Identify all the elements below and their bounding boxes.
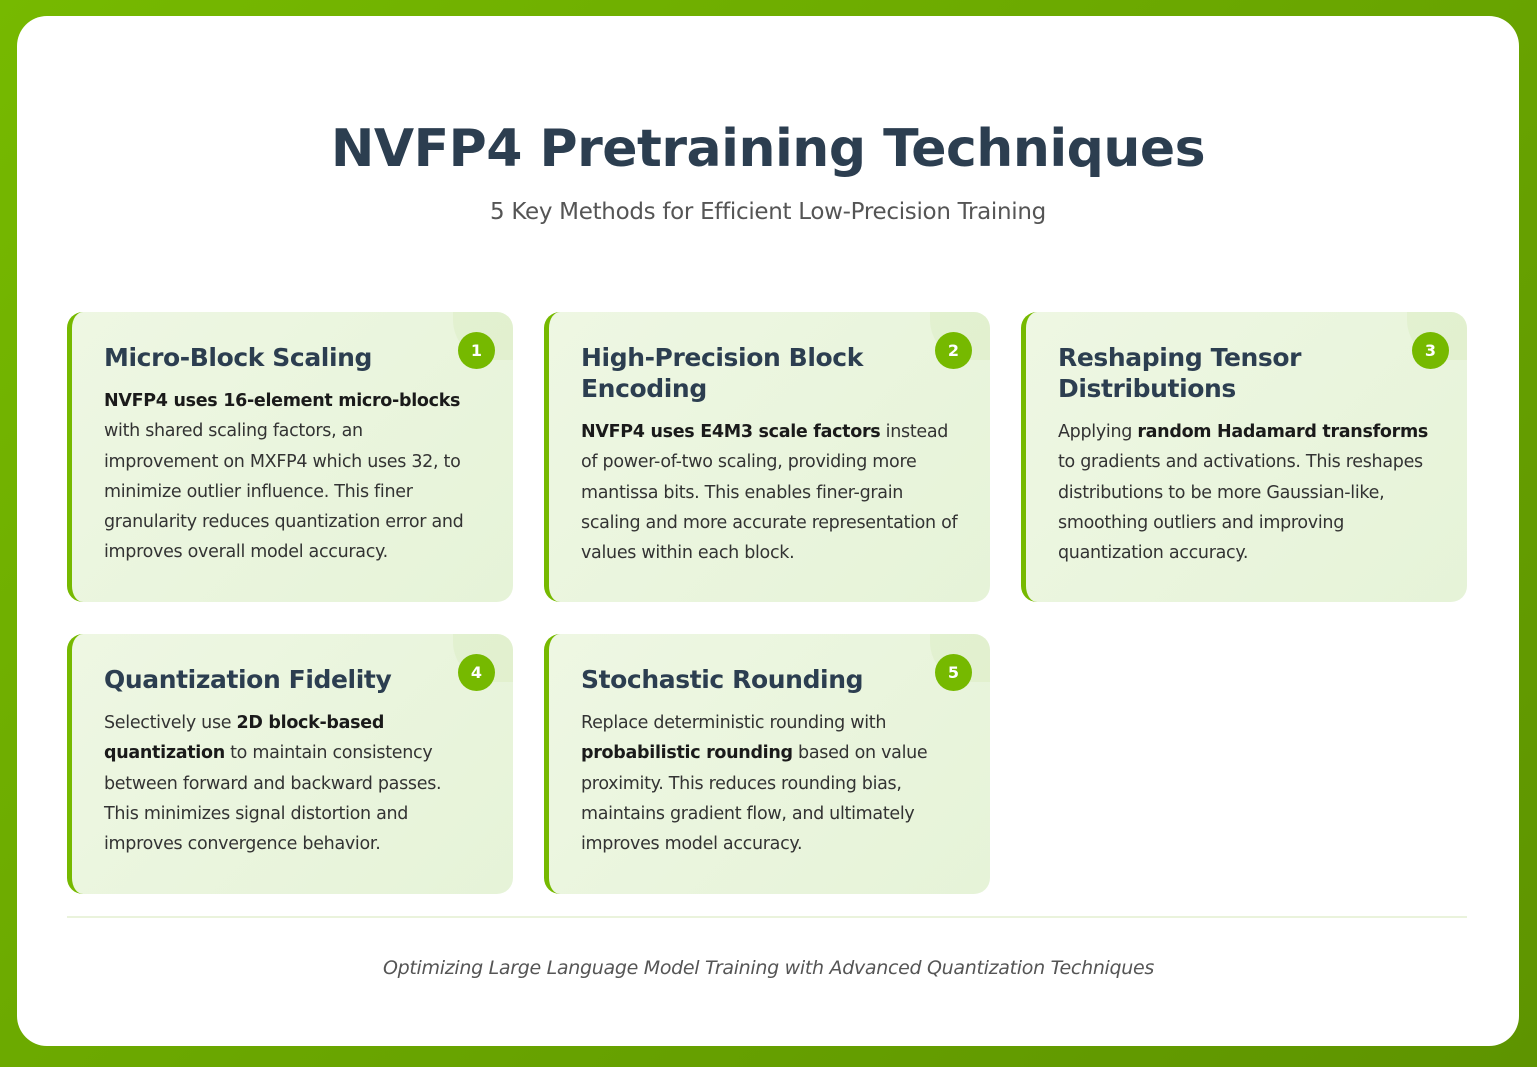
card-title: Stochastic Rounding (581, 665, 864, 694)
technique-card-1: 1 Micro-Block Scaling NVFP4 uses 16-elem… (67, 312, 513, 602)
card-title: High-Precision Block Encoding (581, 343, 863, 403)
card-description: Replace deterministic rounding with prob… (581, 713, 928, 855)
card-description: Applying random Hadamard transforms to g… (1058, 422, 1429, 564)
number-badge: 2 (935, 332, 972, 369)
number-badge: 4 (458, 654, 495, 691)
technique-card-3: 3 Reshaping Tensor Distributions Applyin… (1021, 312, 1467, 602)
footer-divider (67, 916, 1467, 918)
card-title: Micro-Block Scaling (104, 343, 373, 372)
card-description: NVFP4 uses 16-element micro-blocks with … (104, 391, 464, 563)
technique-card-5: 5 Stochastic Rounding Replace determinis… (544, 634, 990, 894)
number-badge: 1 (458, 332, 495, 369)
footer-text: Optimizing Large Language Model Training… (382, 957, 1155, 979)
card-title: Quantization Fidelity (104, 665, 392, 694)
card-title: Reshaping Tensor Distributions (1058, 343, 1302, 403)
technique-card-4: 4 Quantization Fidelity Selectively use … (67, 634, 513, 894)
number-badge: 3 (1412, 332, 1449, 369)
page-subtitle: 5 Key Methods for Efficient Low-Precisio… (490, 199, 1046, 225)
technique-card-2: 2 High-Precision Block Encoding NVFP4 us… (544, 312, 990, 602)
page-title: NVFP4 Pretraining Techniques (330, 119, 1206, 179)
card-description: NVFP4 uses E4M3 scale factors instead of… (581, 422, 958, 564)
card-description: Selectively use 2D block-based quantizat… (104, 713, 442, 855)
number-badge: 5 (935, 654, 972, 691)
